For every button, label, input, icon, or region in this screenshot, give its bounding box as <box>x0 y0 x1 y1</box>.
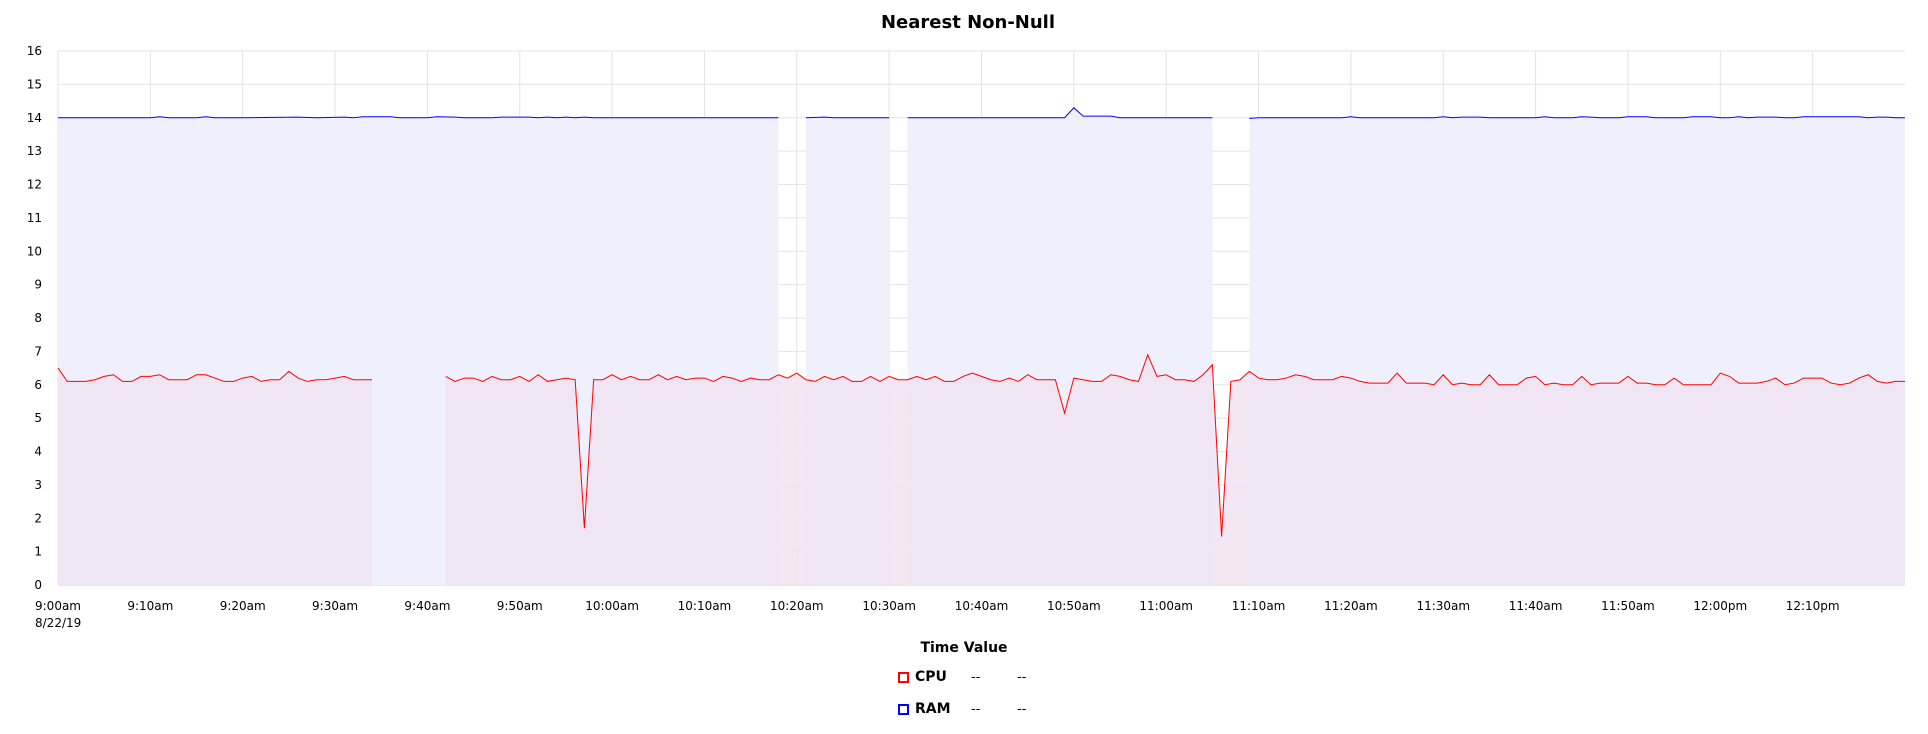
y-tick-label: 16 <box>27 44 42 58</box>
x-tick-label: 10:00am <box>585 599 639 613</box>
legend-value: -- <box>971 701 981 717</box>
cpu-series-line <box>445 353 1905 537</box>
y-tick-label: 2 <box>34 511 42 525</box>
x-tick-label: 11:00am <box>1139 599 1193 613</box>
y-tick-label: 1 <box>34 545 42 559</box>
y-tick-label: 8 <box>34 311 42 325</box>
legend-value: -- <box>971 669 981 685</box>
ram-series-line <box>58 116 779 119</box>
x-tick-label: 9:20am <box>220 599 266 613</box>
y-tick-label: 15 <box>27 77 42 91</box>
legend-value: -- <box>1017 701 1027 717</box>
x-tick-label: 12:10pm <box>1786 599 1840 613</box>
chart-title: Nearest Non-Null <box>881 12 1055 33</box>
x-tick-label: 10:30am <box>862 599 916 613</box>
y-tick-label: 4 <box>34 445 42 459</box>
x-tick-label: 10:20am <box>770 599 824 613</box>
x-tick-label: 10:40am <box>955 599 1009 613</box>
legend-item-cpu[interactable]: CPU -- -- <box>898 667 1063 687</box>
series-lines <box>57 107 1905 537</box>
x-tick-label: 9:40am <box>404 599 450 613</box>
cpu-area <box>58 368 372 585</box>
x-tick-label: 11:10am <box>1232 599 1286 613</box>
y-tick-label: 7 <box>34 344 42 358</box>
x-axis: 9:00am 9:10am 9:20am 9:30am 9:40am 9:50am 10:0… <box>35 599 1840 613</box>
y-tick-label: 6 <box>34 378 42 392</box>
y-tick-label: 5 <box>34 411 42 425</box>
x-tick-label: 10:50am <box>1047 599 1101 613</box>
x-tick-label: 11:20am <box>1324 599 1378 613</box>
x-tick-label: 9:30am <box>312 599 358 613</box>
legend-series-name: CPU <box>915 669 947 685</box>
x-tick-label: 11:30am <box>1416 599 1470 613</box>
y-tick-label: 0 <box>34 578 42 592</box>
ram-swatch-icon <box>898 703 909 715</box>
legend-title: Time Value <box>920 640 1008 656</box>
y-tick-label: 12 <box>27 178 42 192</box>
y-tick-label: 10 <box>27 244 42 258</box>
cpu-swatch-icon <box>898 671 909 683</box>
y-tick-label: 9 <box>34 278 42 292</box>
ram-series-line <box>1249 116 1905 119</box>
ram-series-line <box>907 107 1213 119</box>
x-tick-label: 11:40am <box>1509 599 1563 613</box>
legend-item-ram[interactable]: RAM -- -- <box>898 699 1063 719</box>
y-tick-label: 3 <box>34 478 42 492</box>
y-tick-label: 13 <box>27 144 42 158</box>
y-tick-label: 14 <box>27 111 42 125</box>
x-tick-label: 9:00am <box>35 599 81 613</box>
legend-value: -- <box>1017 669 1027 685</box>
legend-series-name: RAM <box>915 701 951 717</box>
x-tick-label: 11:50am <box>1601 599 1655 613</box>
x-tick-label: 9:10am <box>127 599 173 613</box>
y-tick-label: 11 <box>27 211 42 225</box>
series-fills <box>58 107 1905 586</box>
x-tick-label: 9:50am <box>497 599 543 613</box>
cpu-series-line <box>57 367 372 382</box>
x-tick-label: 12:00pm <box>1693 599 1747 613</box>
x-tick-label: 10:10am <box>678 599 732 613</box>
cpu-area <box>445 354 1905 585</box>
ram-series-line <box>806 116 890 119</box>
date-label: 8/22/19 <box>35 616 81 630</box>
